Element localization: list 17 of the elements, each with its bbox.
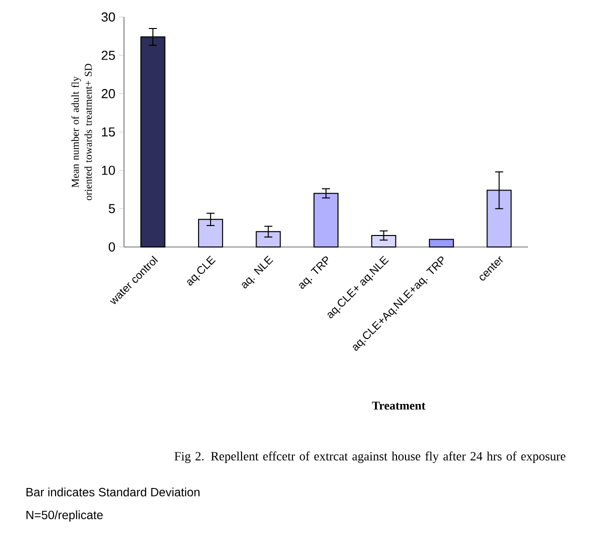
x-tick-label: aq. TRP — [299, 256, 328, 289]
text: Fig 2. Repellent effcetr of extrcat against house fly after 24 hrs of exposure — [174, 452, 566, 464]
bar — [371, 234, 396, 248]
bar — [428, 238, 454, 248]
y-tick-label: 15 — [102, 127, 115, 137]
y-axis-title: Mean number of adult fly oriented towards treatment+ SD — [71, 64, 92, 200]
y-tick-label: 0 — [108, 242, 115, 252]
y-tick-label: 25 — [102, 50, 115, 60]
text: N=50/replicate — [26, 510, 103, 522]
y-tick-label: 20 — [102, 89, 115, 98]
y-tick-label: 10 — [102, 166, 115, 175]
text: Bar indicates Standard Deviation — [26, 488, 200, 496]
x-axis-title: Treatment — [372, 402, 426, 410]
y-tick-label: 5 — [108, 204, 115, 214]
bar — [256, 231, 281, 248]
bar — [314, 192, 338, 248]
y-tick-label: 30 — [102, 12, 115, 22]
